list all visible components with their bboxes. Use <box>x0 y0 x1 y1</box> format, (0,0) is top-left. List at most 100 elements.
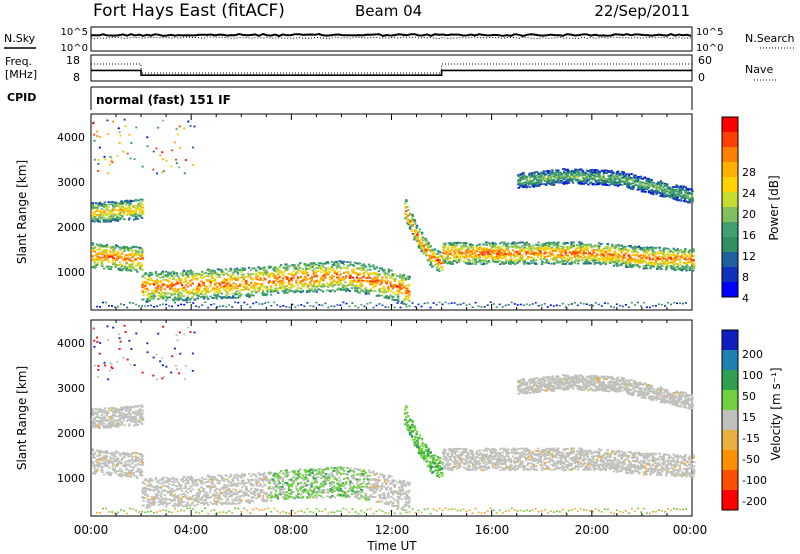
power-cell <box>227 293 230 295</box>
power-cell <box>175 283 178 285</box>
power-cell <box>489 243 492 246</box>
power-cell <box>550 184 553 186</box>
power-cell <box>651 249 655 252</box>
power-cell <box>239 277 242 279</box>
power-cell <box>573 169 577 172</box>
power-cell <box>537 246 540 249</box>
power-cell <box>547 182 550 185</box>
power-cell <box>525 262 529 265</box>
power-cell <box>207 270 210 272</box>
power-cell <box>574 251 577 254</box>
power-cell <box>128 263 131 266</box>
power-cell <box>414 221 417 224</box>
power-cell <box>615 246 618 249</box>
power-cell <box>364 265 368 268</box>
power-cell <box>392 291 395 294</box>
power-cell <box>585 178 588 181</box>
power-cell <box>656 268 659 270</box>
power-cell <box>225 287 228 290</box>
power-cell <box>285 263 288 266</box>
power-cell <box>206 289 209 292</box>
power-cell <box>339 277 343 280</box>
power-cell <box>612 178 615 181</box>
power-cell <box>374 272 377 274</box>
power-cell <box>338 270 341 273</box>
power-cell <box>532 252 535 255</box>
power-cell <box>413 238 416 241</box>
power-cell <box>153 292 156 295</box>
power-cell <box>627 254 630 256</box>
power-cell <box>410 229 414 231</box>
power-cell <box>604 178 608 180</box>
power-cell <box>519 248 522 251</box>
power-cell <box>613 247 616 250</box>
power-cell <box>631 178 635 181</box>
power-cell <box>478 243 482 246</box>
power-cell <box>467 249 470 252</box>
cpid-value: normal (fast) 151 IF <box>96 93 231 107</box>
power-cell <box>442 255 445 258</box>
power-cell <box>367 274 371 277</box>
power-cell <box>132 260 135 263</box>
power-cell <box>192 293 196 295</box>
power-cell <box>555 246 558 249</box>
power-cell <box>616 262 619 265</box>
power-cell <box>236 290 239 293</box>
power-cell <box>680 269 684 272</box>
power-cell <box>212 269 215 272</box>
power-cell <box>409 225 412 227</box>
power-cell <box>468 259 472 262</box>
power-cell <box>466 260 470 263</box>
power-cell <box>203 297 206 300</box>
power-cell <box>286 291 289 294</box>
power-cell <box>560 175 564 178</box>
power-cell <box>523 258 526 261</box>
power-cell <box>526 180 529 183</box>
power-cell <box>150 279 153 282</box>
power-cell <box>125 248 129 250</box>
power-cell <box>523 260 526 263</box>
power-cell <box>306 289 309 292</box>
power-cell <box>610 178 613 180</box>
power-cell <box>117 267 120 270</box>
power-cell <box>683 262 686 264</box>
power-cell <box>562 175 566 178</box>
noise-tick-left-low: 10^0 <box>61 43 88 54</box>
power-cell <box>592 183 595 186</box>
power-cell <box>435 266 439 269</box>
power-cell <box>604 172 607 174</box>
power-cell <box>444 250 447 252</box>
power-cell <box>389 283 392 286</box>
power-cell <box>620 248 623 250</box>
power-cell <box>91 266 94 269</box>
power-cell <box>113 213 117 216</box>
power-cell <box>284 275 287 278</box>
power-cell <box>551 169 554 172</box>
power-cell <box>108 215 111 218</box>
power-cell <box>555 250 558 253</box>
power-cell <box>194 288 197 291</box>
power-cell <box>242 278 245 281</box>
power-cell <box>536 247 539 250</box>
power-cell <box>122 267 126 270</box>
power-cell <box>525 251 528 254</box>
power-cell <box>252 294 255 297</box>
power-cell <box>524 175 528 178</box>
power-cell <box>194 298 197 301</box>
power-cell <box>91 206 94 209</box>
power-cell <box>620 258 623 261</box>
power-cell <box>685 267 688 270</box>
power-cell <box>191 282 194 285</box>
power-cell <box>139 266 142 268</box>
power-cell <box>453 255 456 258</box>
power-cell <box>327 273 330 276</box>
power-cell <box>602 177 605 180</box>
power-cell <box>119 266 122 269</box>
power-cell <box>496 261 499 263</box>
power-cell <box>101 259 104 262</box>
power-cell <box>335 266 338 269</box>
power-cell <box>367 281 370 283</box>
power-cell <box>348 282 351 285</box>
power-cell <box>401 276 404 279</box>
power-cell <box>157 273 160 276</box>
